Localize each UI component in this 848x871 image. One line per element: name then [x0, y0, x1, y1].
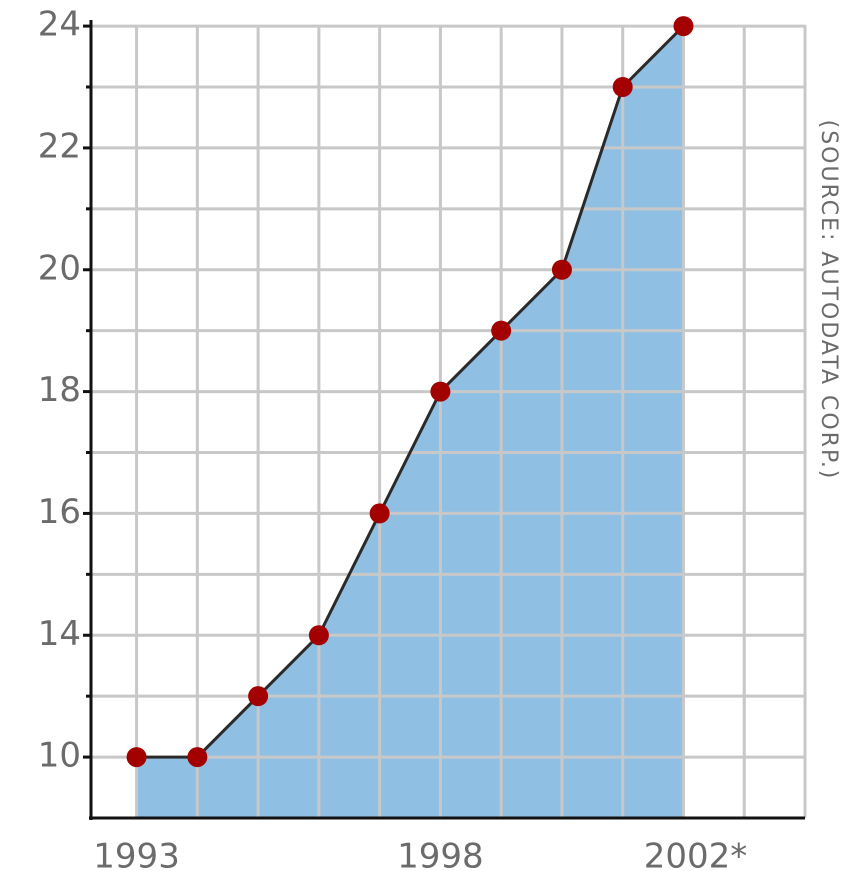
point — [552, 260, 572, 280]
y-tick-label: 14 — [38, 614, 81, 654]
y-tick-label: 16 — [38, 492, 81, 532]
y-tick-label: 10 — [38, 736, 81, 776]
x-tick-label: 2002* — [644, 837, 748, 871]
point — [430, 382, 450, 402]
y-tick-label: 24 — [38, 5, 81, 45]
x-tick-label: 1993 — [93, 837, 180, 871]
point — [613, 77, 633, 97]
area — [137, 26, 684, 818]
point — [187, 747, 207, 767]
point — [309, 625, 329, 645]
point — [673, 16, 693, 36]
y-tick-label: 22 — [38, 126, 81, 166]
point — [491, 321, 511, 341]
point — [127, 747, 147, 767]
y-tick-label: 18 — [38, 370, 81, 410]
y-tick-label: 20 — [38, 248, 81, 288]
point — [370, 503, 390, 523]
point — [248, 686, 268, 706]
source-note: (SOURCE: AUTODATA CORP.) — [816, 120, 841, 481]
x-tick-label: 1998 — [397, 837, 484, 871]
chart: (SOURCE: AUTODATA CORP.) 10 14 16 18 20 22 24 1… — [0, 0, 848, 871]
